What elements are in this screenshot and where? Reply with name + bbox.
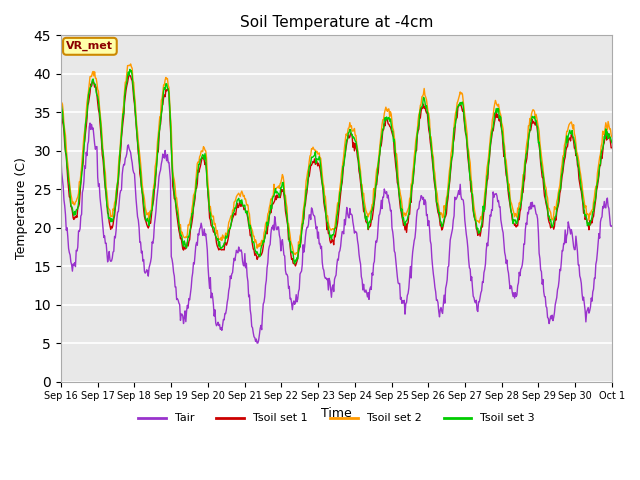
Tsoil set 3 xyxy=(67,203,75,208)
Tsoil set 3 xyxy=(180,238,188,244)
Tsoil set 2 xyxy=(57,99,65,105)
Tsoil set 2 xyxy=(127,61,134,67)
Line: Tsoil set 3: Tsoil set 3 xyxy=(61,70,612,264)
Tsoil set 3 xyxy=(608,140,616,145)
Tsoil set 1 xyxy=(421,104,429,109)
Tsoil set 3 xyxy=(421,99,429,105)
Tair xyxy=(180,315,188,321)
Tsoil set 2 xyxy=(209,213,217,219)
Tair xyxy=(57,153,65,159)
Tsoil set 2 xyxy=(405,204,413,210)
X-axis label: Time: Time xyxy=(321,407,352,420)
Line: Tair: Tair xyxy=(61,123,612,343)
Tsoil set 1 xyxy=(292,263,300,269)
Tsoil set 1 xyxy=(180,244,188,250)
Tsoil set 1 xyxy=(124,80,131,85)
Line: Tsoil set 1: Tsoil set 1 xyxy=(61,75,612,266)
Text: VR_met: VR_met xyxy=(67,41,113,51)
Tsoil set 2 xyxy=(180,234,188,240)
Line: Tsoil set 2: Tsoil set 2 xyxy=(61,64,612,254)
Tsoil set 2 xyxy=(67,192,75,197)
Tsoil set 1 xyxy=(57,109,65,115)
Title: Soil Temperature at -4cm: Soil Temperature at -4cm xyxy=(240,15,433,30)
Tsoil set 1 xyxy=(405,211,413,217)
Tair xyxy=(405,285,413,291)
Tair xyxy=(608,223,616,228)
Tair xyxy=(125,142,132,148)
Tair xyxy=(67,259,75,265)
Tsoil set 3 xyxy=(126,67,134,72)
Tair xyxy=(209,302,217,308)
Tsoil set 3 xyxy=(209,224,217,230)
Tair xyxy=(253,340,261,346)
Legend: Tair, Tsoil set 1, Tsoil set 2, Tsoil set 3: Tair, Tsoil set 1, Tsoil set 2, Tsoil se… xyxy=(134,409,540,428)
Tair xyxy=(421,197,429,203)
Tsoil set 2 xyxy=(292,252,300,257)
Tsoil set 2 xyxy=(608,134,616,140)
Tsoil set 1 xyxy=(608,145,616,151)
Tsoil set 3 xyxy=(124,73,131,79)
Tsoil set 3 xyxy=(291,261,298,267)
Tsoil set 1 xyxy=(125,72,133,78)
Tsoil set 1 xyxy=(67,204,75,209)
Tsoil set 3 xyxy=(57,98,65,104)
Tsoil set 2 xyxy=(421,93,429,98)
Tsoil set 3 xyxy=(405,210,413,216)
Tair xyxy=(86,120,94,126)
Tsoil set 1 xyxy=(209,229,217,235)
Y-axis label: Temperature (C): Temperature (C) xyxy=(15,157,28,259)
Tsoil set 2 xyxy=(124,63,131,69)
